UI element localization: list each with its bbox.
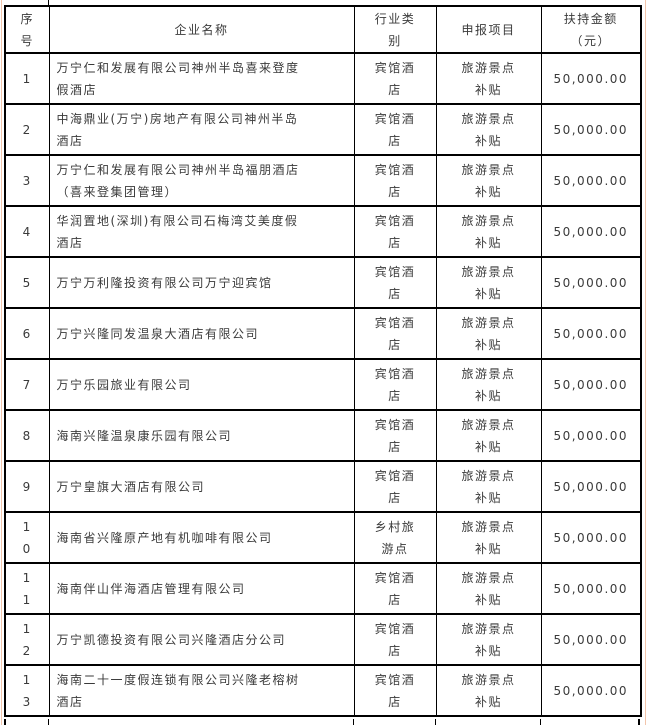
seq-cell: 2 — [4, 103, 50, 156]
table-row: 6 万宁兴隆同发温泉大酒店有限公司 宾馆酒店 旅游景点补贴 50,000.00 — [4, 307, 642, 360]
company-name-cell: 万宁仁和发展有限公司神州半岛福朋酒店（喜来登集团管理） — [48, 154, 355, 207]
table-row: 10 海南省兴隆原产地有机咖啡有限公司 乡村旅游点 旅游景点补贴 50,000.… — [4, 511, 642, 564]
right-edge-gridline — [645, 0, 646, 725]
company-name-cell: 海南伴山伴海酒店管理有限公司 — [48, 562, 355, 615]
industry-cell: 乡村旅游点 — [353, 511, 437, 564]
subsidy-table: 序号 企业名称 行业类别 申报项目 扶持金额（元） 1 万宁仁和发展有限公司神州… — [4, 5, 642, 717]
amount-cell: 50,000.00 — [540, 205, 642, 258]
company-name-cell: 海南二十一度假连锁有限公司兴隆老榕树酒店 — [48, 664, 355, 717]
table-row: 2 中海鼎业(万宁)房地产有限公司神州半岛酒店 宾馆酒店 旅游景点补贴 50,0… — [4, 103, 642, 156]
company-name-cell: 万宁兴隆同发温泉大酒店有限公司 — [48, 307, 355, 360]
industry-cell: 宾馆酒店 — [353, 460, 437, 513]
seq-cell: 9 — [4, 460, 50, 513]
table-body: 1 万宁仁和发展有限公司神州半岛喜来登度假酒店 宾馆酒店 旅游景点补贴 50,0… — [4, 52, 642, 717]
table-header: 序号 企业名称 行业类别 申报项目 扶持金额（元） — [4, 5, 642, 54]
industry-cell: 宾馆酒店 — [353, 358, 437, 411]
header-seq: 序号 — [4, 5, 50, 54]
seq-cell: 1 — [4, 52, 50, 105]
project-cell: 旅游景点补贴 — [435, 256, 542, 309]
industry-cell: 宾馆酒店 — [353, 52, 437, 105]
amount-cell: 50,000.00 — [540, 256, 642, 309]
project-cell: 旅游景点补贴 — [435, 154, 542, 207]
header-company-name: 企业名称 — [48, 5, 355, 54]
project-cell: 旅游景点补贴 — [435, 562, 542, 615]
amount-cell: 50,000.00 — [540, 511, 642, 564]
company-name-cell: 万宁乐园旅业有限公司 — [48, 358, 355, 411]
table-row: 9 万宁皇旗大酒店有限公司 宾馆酒店 旅游景点补贴 50,000.00 — [4, 460, 642, 513]
bottom-sliver-border — [4, 719, 6, 725]
seq-cell: 11 — [4, 562, 50, 615]
project-cell: 旅游景点补贴 — [435, 52, 542, 105]
company-name-cell: 海南省兴隆原产地有机咖啡有限公司 — [48, 511, 355, 564]
company-name-cell: 万宁皇旗大酒店有限公司 — [48, 460, 355, 513]
seq-cell: 7 — [4, 358, 50, 411]
company-name-cell: 万宁凯德投资有限公司兴隆酒店分公司 — [48, 613, 355, 666]
industry-cell: 宾馆酒店 — [353, 613, 437, 666]
bottom-sliver-border — [48, 719, 49, 725]
industry-cell: 宾馆酒店 — [353, 256, 437, 309]
bottom-sliver-border — [638, 719, 640, 725]
table-row: 5 万宁万利隆投资有限公司万宁迎宾馆 宾馆酒店 旅游景点补贴 50,000.00 — [4, 256, 642, 309]
table-row: 4 华润置地(深圳)有限公司石梅湾艾美度假酒店 宾馆酒店 旅游景点补贴 50,0… — [4, 205, 642, 258]
industry-cell: 宾馆酒店 — [353, 664, 437, 717]
industry-cell: 宾馆酒店 — [353, 205, 437, 258]
seq-cell: 3 — [4, 154, 50, 207]
industry-cell: 宾馆酒店 — [353, 409, 437, 462]
industry-cell: 宾馆酒店 — [353, 103, 437, 156]
table-row: 3 万宁仁和发展有限公司神州半岛福朋酒店（喜来登集团管理） 宾馆酒店 旅游景点补… — [4, 154, 642, 207]
header-row: 序号 企业名称 行业类别 申报项目 扶持金额（元） — [4, 5, 642, 54]
industry-cell: 宾馆酒店 — [353, 154, 437, 207]
company-name-cell: 华润置地(深圳)有限公司石梅湾艾美度假酒店 — [48, 205, 355, 258]
seq-cell: 5 — [4, 256, 50, 309]
bottom-sliver-border — [435, 719, 436, 725]
company-name-cell: 海南兴隆温泉康乐园有限公司 — [48, 409, 355, 462]
project-cell: 旅游景点补贴 — [435, 409, 542, 462]
seq-cell: 10 — [4, 511, 50, 564]
top-sliver-border — [48, 0, 49, 6]
industry-cell: 宾馆酒店 — [353, 562, 437, 615]
header-amount: 扶持金额（元） — [540, 5, 642, 54]
amount-cell: 50,000.00 — [540, 409, 642, 462]
table-row: 1 万宁仁和发展有限公司神州半岛喜来登度假酒店 宾馆酒店 旅游景点补贴 50,0… — [4, 52, 642, 105]
amount-cell: 50,000.00 — [540, 154, 642, 207]
table-row: 8 海南兴隆温泉康乐园有限公司 宾馆酒店 旅游景点补贴 50,000.00 — [4, 409, 642, 462]
bottom-sliver-border — [353, 719, 354, 725]
table-row: 7 万宁乐园旅业有限公司 宾馆酒店 旅游景点补贴 50,000.00 — [4, 358, 642, 411]
amount-cell: 50,000.00 — [540, 562, 642, 615]
amount-cell: 50,000.00 — [540, 664, 642, 717]
company-name-cell: 万宁万利隆投资有限公司万宁迎宾馆 — [48, 256, 355, 309]
seq-cell: 8 — [4, 409, 50, 462]
amount-cell: 50,000.00 — [540, 613, 642, 666]
header-industry: 行业类别 — [353, 5, 437, 54]
table-row: 12 万宁凯德投资有限公司兴隆酒店分公司 宾馆酒店 旅游景点补贴 50,000.… — [4, 613, 642, 666]
project-cell: 旅游景点补贴 — [435, 205, 542, 258]
project-cell: 旅游景点补贴 — [435, 511, 542, 564]
project-cell: 旅游景点补贴 — [435, 460, 542, 513]
industry-cell: 宾馆酒店 — [353, 307, 437, 360]
table-row: 13 海南二十一度假连锁有限公司兴隆老榕树酒店 宾馆酒店 旅游景点补贴 50,0… — [4, 664, 642, 717]
project-cell: 旅游景点补贴 — [435, 358, 542, 411]
seq-cell: 6 — [4, 307, 50, 360]
table-row: 11 海南伴山伴海酒店管理有限公司 宾馆酒店 旅游景点补贴 50,000.00 — [4, 562, 642, 615]
amount-cell: 50,000.00 — [540, 460, 642, 513]
seq-cell: 4 — [4, 205, 50, 258]
project-cell: 旅游景点补贴 — [435, 307, 542, 360]
project-cell: 旅游景点补贴 — [435, 103, 542, 156]
bottom-sliver-border — [540, 719, 541, 725]
seq-cell: 13 — [4, 664, 50, 717]
project-cell: 旅游景点补贴 — [435, 664, 542, 717]
amount-cell: 50,000.00 — [540, 52, 642, 105]
seq-cell: 12 — [4, 613, 50, 666]
header-project: 申报项目 — [435, 5, 542, 54]
amount-cell: 50,000.00 — [540, 358, 642, 411]
amount-cell: 50,000.00 — [540, 307, 642, 360]
project-cell: 旅游景点补贴 — [435, 613, 542, 666]
company-name-cell: 中海鼎业(万宁)房地产有限公司神州半岛酒店 — [48, 103, 355, 156]
left-edge-gridline — [1, 0, 2, 725]
amount-cell: 50,000.00 — [540, 103, 642, 156]
company-name-cell: 万宁仁和发展有限公司神州半岛喜来登度假酒店 — [48, 52, 355, 105]
